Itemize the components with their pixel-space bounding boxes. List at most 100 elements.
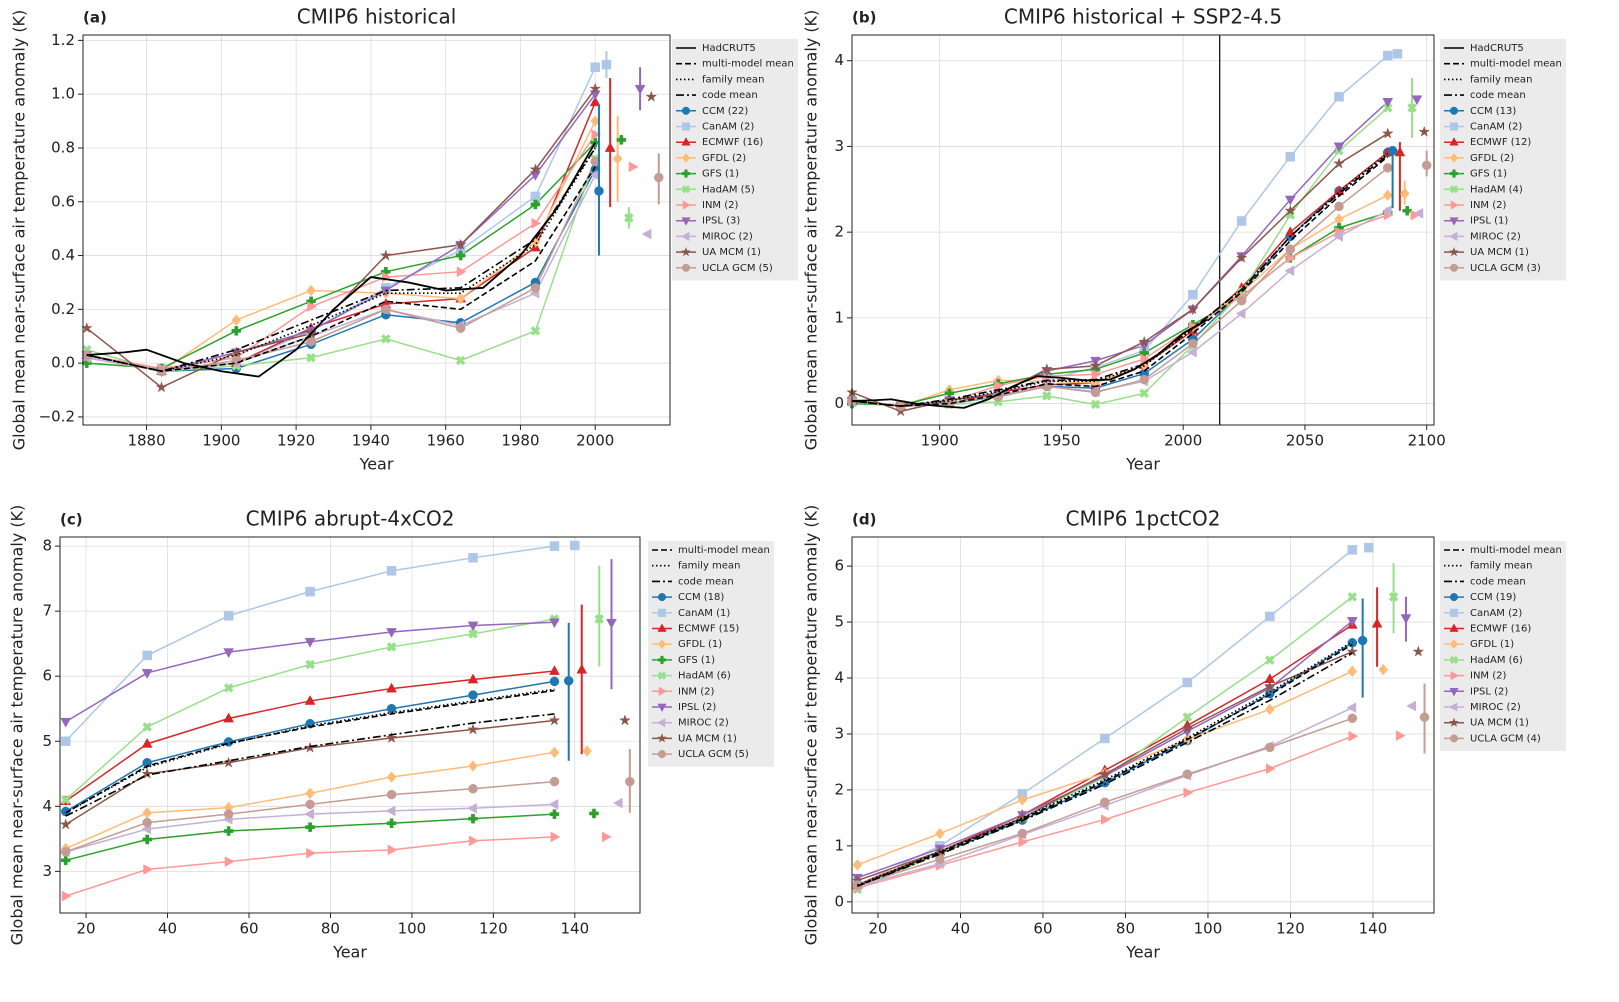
marker (231, 326, 242, 336)
marker (601, 831, 612, 843)
marker (386, 642, 397, 652)
legend-marker (657, 750, 667, 759)
mean-line (86, 166, 596, 373)
marker (590, 62, 600, 73)
legend-label: code mean (1470, 576, 1526, 587)
legend-marker (1449, 106, 1459, 115)
marker (616, 135, 627, 145)
marker (223, 648, 234, 659)
y-tick-label: 4 (834, 669, 844, 687)
legend-label: IPSL (1) (1470, 216, 1508, 227)
x-tick-label: 20 (868, 920, 887, 938)
x-tick-label: 1920 (277, 432, 315, 450)
marker (223, 712, 234, 723)
marker (1265, 742, 1275, 753)
panel-label: (a) (83, 9, 107, 27)
marker (456, 266, 467, 278)
y-tick-label: −0.2 (39, 407, 75, 425)
y-tick-label: 6 (42, 667, 52, 685)
axes-frame (59, 536, 641, 914)
marker (994, 380, 1005, 391)
marker (1382, 163, 1393, 173)
x-tick-label: 120 (479, 920, 508, 938)
x-axis-label: Year (359, 455, 394, 474)
legend-label: UA MCM (1) (1470, 247, 1529, 258)
marker (634, 84, 646, 95)
legend-label: GFS (1) (702, 169, 739, 180)
legend-label: ECMWF (12) (1470, 137, 1531, 148)
marker (1406, 700, 1416, 712)
marker (1182, 712, 1193, 723)
legend-label: UA MCM (1) (1470, 718, 1529, 729)
marker (454, 238, 467, 250)
marker (645, 90, 658, 102)
x-tick-label: 40 (158, 920, 177, 938)
marker (380, 286, 392, 297)
marker (1381, 127, 1394, 139)
legend-marker (657, 655, 667, 664)
panel-label: (d) (852, 511, 876, 529)
legend-label: INM (2) (678, 686, 715, 697)
series-line (86, 134, 596, 370)
marker (612, 797, 623, 809)
mean-line (65, 713, 555, 817)
marker (387, 844, 398, 856)
marker (380, 334, 391, 344)
panel-label: (c) (60, 511, 83, 529)
y-tick-label: 1.0 (51, 85, 75, 103)
legend-label: ECMWF (16) (702, 137, 763, 148)
marker (385, 731, 398, 744)
marker (468, 690, 478, 700)
x-tick-label: 100 (398, 920, 427, 938)
x-tick-label: 140 (1359, 920, 1388, 938)
legend-label: UCLA GCM (5) (678, 749, 749, 760)
x-tick-label: 2050 (1286, 432, 1324, 450)
marker (1040, 363, 1053, 375)
marker (1412, 645, 1425, 657)
legend-marker (680, 246, 692, 257)
plot-area (60, 537, 640, 913)
x-tick-label: 80 (1116, 920, 1135, 938)
x-tick-label: 2000 (576, 432, 614, 450)
x-tick-label: 1960 (427, 432, 465, 450)
marker (386, 771, 397, 783)
legend-label: UCLA GCM (4) (1470, 733, 1541, 744)
series-line (852, 194, 1389, 407)
marker (1100, 814, 1111, 825)
marker (628, 161, 639, 173)
legend-marker (681, 169, 691, 178)
marker (306, 284, 316, 297)
marker (1334, 91, 1344, 102)
marker (1236, 295, 1247, 306)
marker (1090, 387, 1101, 398)
marker (1418, 125, 1431, 137)
marker (1100, 733, 1110, 744)
legend-marker (681, 122, 691, 131)
marker (1400, 614, 1412, 625)
legend-marker (1450, 200, 1460, 210)
marker (379, 249, 392, 261)
legend-marker (1449, 122, 1459, 131)
legend-label: ECMWF (16) (1470, 624, 1531, 635)
y-tick-label: 3 (834, 137, 844, 155)
y-tick-label: 3 (834, 724, 844, 742)
marker (1236, 216, 1247, 226)
marker (619, 714, 631, 726)
legend-label: UA MCM (1) (702, 247, 761, 258)
marker (306, 336, 316, 347)
marker (852, 859, 863, 871)
marker (594, 186, 604, 196)
series-line (852, 132, 1389, 413)
x-axis-label: Year (1125, 455, 1160, 474)
legend-label: GFDL (2) (702, 153, 746, 164)
legend-label: GFS (1) (1470, 169, 1507, 180)
mean-line (857, 643, 1353, 887)
marker (1402, 205, 1412, 216)
series-line (86, 88, 596, 389)
legend-label: family mean (1470, 561, 1532, 572)
legend-label: INM (2) (1470, 200, 1507, 211)
marker (468, 760, 478, 772)
y-tick-label: 8 (42, 537, 52, 555)
y-tick-label: 5 (42, 732, 52, 750)
y-axis-label: Global mean near-surface air temperature… (802, 505, 821, 946)
